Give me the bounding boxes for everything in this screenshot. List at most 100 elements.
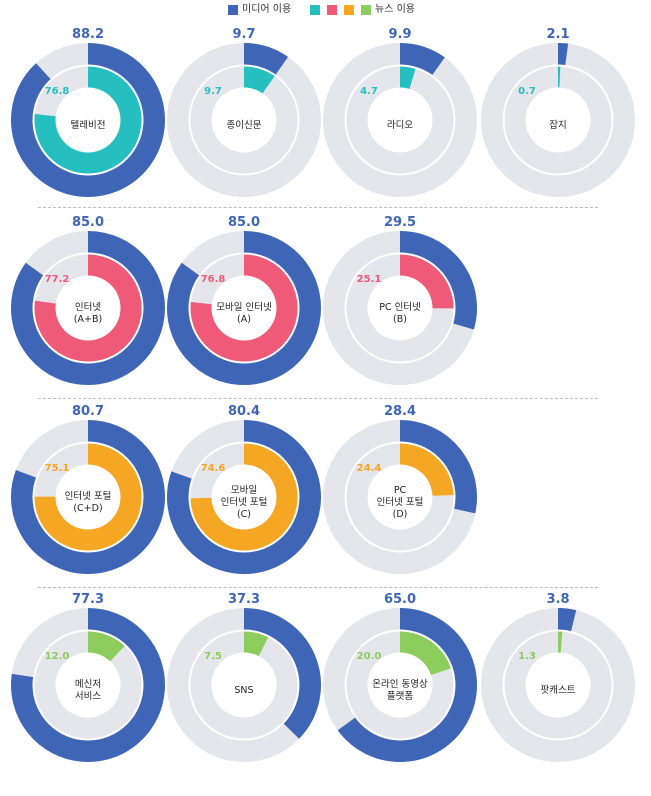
legend-swatch-media	[228, 5, 238, 15]
donut-center	[211, 464, 277, 530]
group-separator	[38, 587, 598, 588]
ring-gap	[344, 64, 456, 176]
category-label: SNS	[234, 685, 253, 696]
category-label: 서비스	[75, 691, 101, 702]
ring-gap	[344, 441, 456, 553]
donut-center	[211, 87, 277, 153]
category-label: (A+B)	[74, 314, 102, 325]
media-usage-arc	[167, 420, 321, 574]
ring-gap	[32, 629, 144, 741]
legend-swatch-news-pink	[327, 5, 337, 15]
ring-gap	[188, 441, 300, 553]
news-usage-arc	[34, 66, 142, 174]
media-usage-arc	[399, 43, 445, 76]
category-label: 잡지	[549, 119, 566, 131]
ring-gap	[502, 64, 614, 176]
media-usage-arc	[243, 43, 289, 76]
media-usage-arc	[399, 231, 477, 330]
group-separator	[38, 207, 598, 208]
media-usage-arc	[11, 608, 165, 762]
category-label: 모바일	[231, 485, 257, 496]
donut-center	[367, 87, 433, 153]
legend-swatch-news-green	[361, 5, 371, 15]
donut-center	[367, 464, 433, 530]
news-value-label: 74.6	[201, 463, 226, 474]
category-label: 인터넷	[75, 302, 101, 313]
ring-gap	[344, 252, 456, 364]
ring-gap	[502, 629, 614, 741]
media-value-label: 9.7	[232, 27, 255, 42]
media-usage-arc	[399, 420, 477, 514]
media-value-label: 77.3	[72, 592, 104, 607]
category-label: 인터넷 포털	[221, 496, 268, 508]
media-value-label: 88.2	[72, 27, 104, 42]
news-value-label: 25.1	[357, 274, 382, 285]
media-value-label: 37.3	[228, 592, 260, 607]
chart-legend: 미디어 이용 뉴스 이용	[0, 0, 651, 24]
news-usage-arc	[399, 254, 455, 309]
news-value-label: 75.1	[45, 463, 70, 474]
media-value-label: 80.4	[228, 404, 260, 419]
media-value-label: 2.1	[546, 27, 569, 42]
ring-gap	[188, 629, 300, 741]
donut-center	[55, 464, 121, 530]
legend-swatch-news-orange	[344, 5, 354, 15]
media-usage-arc	[167, 231, 321, 385]
news-value-label: 1.3	[518, 651, 536, 662]
legend-swatch-news-teal	[310, 5, 320, 15]
category-label: 인터넷 포털	[377, 496, 424, 508]
donut-center	[367, 652, 433, 718]
donut-center	[367, 275, 433, 341]
donut-center	[525, 652, 591, 718]
ring-gap	[32, 64, 144, 176]
media-value-label: 85.0	[72, 215, 104, 230]
news-value-label: 20.0	[357, 651, 382, 662]
donut-center	[55, 275, 121, 341]
category-label: (B)	[393, 314, 407, 325]
ring-gap	[188, 252, 300, 364]
news-value-label: 12.0	[45, 651, 70, 662]
category-label: 종이신문	[227, 120, 262, 131]
category-label: 온라인 동영상	[372, 679, 428, 690]
news-value-label: 9.7	[204, 86, 222, 97]
category-label: 모바일 인터넷	[216, 302, 272, 313]
legend-label-media: 미디어 이용	[242, 4, 292, 15]
media-value-label: 9.9	[388, 27, 411, 42]
news-usage-arc	[33, 443, 142, 551]
category-label: (A)	[237, 314, 251, 325]
legend-label-news: 뉴스 이용	[375, 4, 415, 15]
news-usage-arc	[399, 443, 454, 497]
category-label: 인터넷 포털	[65, 490, 112, 502]
category-label: PC 인터넷	[379, 302, 421, 313]
group-separator	[38, 398, 598, 399]
news-usage-arc	[87, 631, 125, 663]
media-usage-arc	[557, 42, 569, 66]
media-value-label: 85.0	[228, 215, 260, 230]
media-value-label: 65.0	[384, 592, 416, 607]
donut-center	[211, 652, 277, 718]
news-value-label: 4.7	[360, 86, 378, 97]
news-usage-arc	[243, 631, 269, 657]
category-label: 플랫폼	[387, 691, 413, 702]
category-label: 라디오	[387, 120, 413, 131]
media-value-label: 28.4	[384, 404, 416, 419]
ring-gap	[344, 629, 456, 741]
ring-gap	[32, 441, 144, 553]
news-value-label: 76.8	[45, 86, 70, 97]
media-usage-arc	[337, 608, 477, 762]
media-usage-arc	[11, 231, 165, 385]
news-value-label: 24.4	[357, 463, 382, 474]
news-value-label: 76.8	[201, 274, 226, 285]
media-usage-arc	[11, 420, 165, 574]
category-label: 메신저	[75, 679, 101, 690]
news-usage-arc	[34, 254, 142, 362]
category-label: (D)	[393, 509, 408, 520]
category-label: PC	[394, 485, 407, 496]
news-value-label: 7.5	[204, 651, 222, 662]
media-value-label: 29.5	[384, 215, 416, 230]
category-label: 텔레비전	[71, 119, 106, 131]
news-usage-arc	[190, 254, 298, 362]
media-value-label: 80.7	[72, 404, 104, 419]
donut-center	[525, 87, 591, 153]
